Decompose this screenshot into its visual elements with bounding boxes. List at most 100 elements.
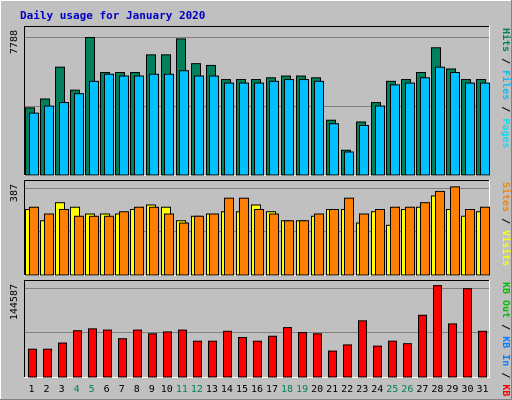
x-tick-label-day-15: 15	[236, 384, 248, 395]
bar-files-day-1	[29, 112, 39, 176]
bar-kb-f-day-18	[283, 327, 292, 378]
bar-sites-day-14	[224, 197, 234, 276]
bar-sites-day-25	[390, 206, 400, 276]
legend-separator: /	[500, 100, 511, 118]
x-tick-label-day-19: 19	[296, 384, 308, 395]
bar-sites-day-19	[299, 220, 309, 276]
bar-sites-day-27	[420, 202, 430, 276]
bar-sites-day-9	[149, 206, 159, 276]
bar-kb-f-day-31	[478, 330, 487, 378]
bar-sites-day-10	[164, 213, 174, 276]
x-tick-label-day-8: 8	[134, 384, 140, 395]
legend-item-kb-in: KB In	[500, 336, 511, 366]
bar-sites-day-8	[134, 206, 144, 276]
legend-text: Sites / Visits	[500, 182, 512, 266]
bar-sites-day-13	[209, 213, 219, 276]
bar-sites-day-5	[89, 215, 99, 276]
bar-sites-day-26	[405, 206, 415, 276]
x-tick-label-day-27: 27	[416, 384, 428, 395]
bar-files-day-3	[59, 102, 69, 176]
bar-sites-day-4	[74, 215, 84, 276]
x-tick-label-day-5: 5	[89, 384, 95, 395]
bar-kb-f-day-10	[163, 331, 172, 378]
bar-sites-day-6	[104, 215, 114, 276]
legend-item-kb-out: KB Out	[500, 282, 511, 318]
bar-files-day-14	[224, 82, 234, 176]
bar-sites-day-29	[450, 186, 460, 276]
x-tick-label-day-3: 3	[59, 384, 65, 395]
x-axis-labels: 1 2 3 4 5 6 7 8 9 10 11 12 13 14 15 16 17 18 19 20 21 22 23 24 2…	[29, 384, 489, 395]
x-tick-label-day-13: 13	[206, 384, 218, 395]
chart-title: Daily usage for January 2020	[20, 9, 205, 22]
bar-kb-f-day-3	[58, 342, 67, 378]
bar-files-day-5	[89, 80, 99, 176]
bar-kb-f-day-4	[73, 330, 82, 378]
x-tick-label-day-10: 10	[161, 384, 173, 395]
bar-files-day-8	[134, 75, 144, 176]
x-tick-label-day-28: 28	[431, 384, 443, 395]
x-tick-label-day-4: 4	[74, 384, 80, 395]
bar-files-day-12	[194, 75, 204, 176]
bar-sites-day-20	[314, 213, 324, 276]
legend-bottom: KB Out / KB In / KB F	[500, 282, 511, 400]
bar-files-day-27	[420, 77, 430, 176]
x-tick-label-day-24: 24	[371, 384, 383, 395]
bar-files-day-25	[390, 84, 400, 176]
x-tick-label-day-2: 2	[44, 384, 50, 395]
bar-kb-f-day-30	[463, 288, 472, 378]
x-tick-label-day-12: 12	[191, 384, 203, 395]
bar-sites-day-3	[59, 208, 69, 276]
x-tick-label-day-6: 6	[104, 384, 110, 395]
bar-files-day-13	[209, 75, 219, 176]
legend-item-sites: Sites	[500, 182, 512, 212]
bar-kb-f-day-12	[193, 340, 202, 378]
bar-kb-f-day-14	[223, 330, 232, 378]
bar-kb-f-day-24	[373, 345, 382, 378]
bar-sites-day-17	[269, 213, 279, 276]
legend-item-files: Files	[500, 70, 512, 100]
bar-files-day-21	[329, 123, 339, 176]
bar-files-day-6	[104, 73, 114, 176]
bar-files-day-2	[44, 105, 54, 176]
x-tick-label-day-29: 29	[446, 384, 458, 395]
bar-kb-f-day-13	[208, 340, 217, 378]
legend-middle: Sites / Visits	[500, 182, 512, 266]
bar-kb-f-day-6	[103, 329, 112, 378]
x-tick-label-day-20: 20	[311, 384, 323, 395]
bar-sites-day-7	[119, 211, 129, 276]
x-tick-label-day-25: 25	[386, 384, 398, 395]
bar-files-day-17	[269, 80, 279, 176]
y-axis-max-label: 7788	[9, 30, 20, 54]
legend-text: KB Out / KB In / KB F	[500, 282, 511, 400]
bar-sites-day-24	[375, 208, 385, 276]
legend-top: Hits / Files / Pages	[500, 28, 512, 148]
bar-kb-f-day-2	[43, 348, 52, 378]
panel-top: 7788 Hits / Files / Pages	[9, 26, 512, 176]
legend-separator: /	[500, 212, 511, 230]
bar-sites-day-30	[465, 208, 475, 276]
x-tick-label-day-9: 9	[149, 384, 155, 395]
y-axis-max-label: 387	[9, 184, 20, 202]
bar-kb-f-day-11	[178, 329, 187, 378]
legend-item-hits: Hits	[500, 28, 512, 52]
bar-files-day-24	[375, 105, 385, 176]
legend-text: Hits / Files / Pages	[500, 28, 512, 148]
x-tick-label-day-30: 30	[461, 384, 473, 395]
x-tick-label-day-26: 26	[401, 384, 413, 395]
bar-kb-f-day-7	[118, 338, 127, 378]
panel-bottom: 144587 KB Out / KB In / KB F	[9, 280, 511, 400]
x-tick-label-day-18: 18	[281, 384, 293, 395]
y-axis-max-label: 144587	[9, 284, 20, 320]
x-tick-label-day-31: 31	[476, 384, 488, 395]
bar-files-day-20	[314, 80, 324, 176]
panel-middle: 387 Sites / Visits	[9, 180, 512, 276]
bar-sites-day-12	[194, 215, 204, 276]
bar-kb-f-day-1	[28, 348, 37, 378]
bar-sites-day-11	[179, 222, 189, 276]
bar-kb-f-day-23	[358, 320, 367, 378]
bar-files-day-9	[149, 73, 159, 176]
bar-files-day-23	[359, 125, 369, 176]
legend-separator: /	[500, 366, 511, 384]
